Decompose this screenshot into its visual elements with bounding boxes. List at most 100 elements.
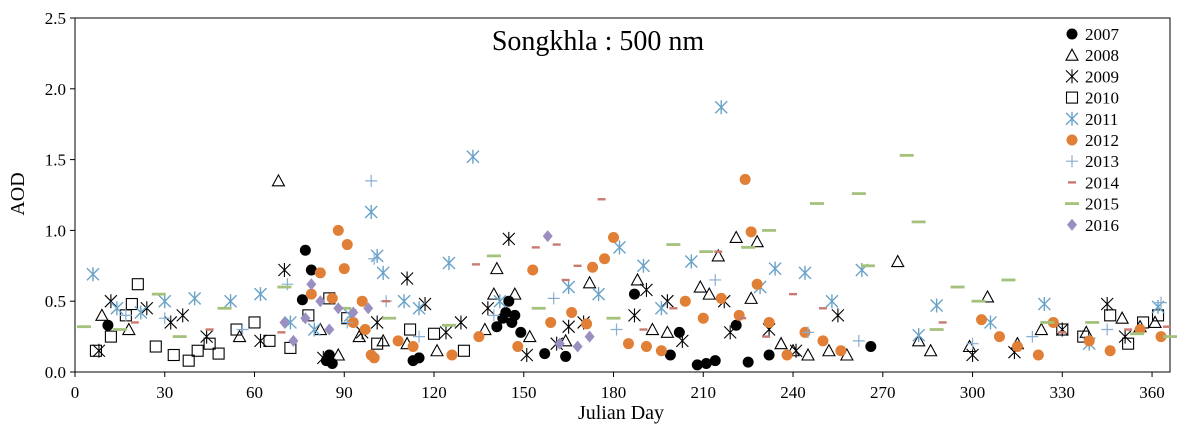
data-point	[164, 315, 178, 330]
data-point	[1163, 335, 1177, 338]
data-point	[489, 261, 504, 275]
data-point	[730, 319, 742, 331]
data-point	[702, 286, 717, 300]
data-point	[673, 326, 685, 338]
x-tick-label: 210	[691, 383, 717, 402]
data-point	[610, 323, 623, 336]
x-tick-label: 240	[780, 383, 806, 402]
data-point	[560, 350, 572, 362]
data-point	[277, 285, 292, 289]
data-point	[751, 278, 763, 290]
data-point	[789, 292, 798, 296]
data-point	[365, 174, 378, 187]
data-point	[527, 264, 539, 276]
data-point	[628, 288, 640, 300]
data-point	[762, 229, 777, 232]
data-point	[693, 279, 708, 293]
data-point	[359, 324, 371, 336]
data-point	[801, 326, 814, 339]
data-point	[316, 350, 330, 365]
data-point	[762, 335, 771, 338]
data-point	[130, 321, 139, 324]
data-point	[370, 248, 384, 263]
data-point	[675, 333, 689, 348]
axes: 0 30 60 90 120 150 180 210 240 270 300 330 360 0.0 0.5…	[45, 9, 1165, 402]
legend-marker	[1065, 91, 1079, 104]
series-2007	[102, 244, 877, 371]
data-point	[679, 295, 691, 307]
data-point	[1155, 296, 1168, 309]
data-point	[572, 340, 583, 353]
data-point	[825, 294, 839, 309]
series-2013	[119, 174, 1168, 350]
data-point	[711, 248, 726, 262]
data-point	[573, 264, 582, 267]
data-point	[104, 294, 118, 309]
data-point	[554, 337, 565, 350]
data-point	[277, 331, 286, 334]
data-point	[1101, 323, 1114, 336]
data-point	[151, 292, 166, 296]
data-point	[950, 285, 965, 289]
data-point	[660, 294, 674, 309]
data-point	[613, 240, 627, 255]
data-point	[587, 261, 599, 273]
data-point	[140, 301, 154, 316]
data-point	[430, 343, 444, 357]
data-points	[76, 100, 1177, 371]
data-point	[1130, 332, 1145, 336]
data-point	[348, 306, 359, 319]
data-point	[356, 295, 368, 307]
data-point	[400, 271, 414, 286]
data-point	[835, 345, 847, 357]
data-point	[923, 343, 938, 357]
data-point	[980, 289, 995, 303]
x-tick-label: 60	[246, 383, 263, 402]
data-point	[822, 343, 836, 357]
data-point	[376, 265, 390, 280]
legend-marker	[1066, 134, 1078, 146]
data-point	[1083, 335, 1095, 347]
series-2016	[279, 230, 595, 353]
data-point	[158, 294, 172, 309]
data-point	[427, 327, 441, 340]
data-point	[1104, 345, 1116, 357]
data-point	[801, 347, 815, 361]
legend-item-2008: 2008	[1065, 46, 1119, 65]
legend-item-2014: 2014	[1068, 173, 1120, 192]
data-point	[486, 286, 501, 300]
data-point	[76, 325, 91, 329]
data-point	[636, 258, 650, 273]
data-point	[562, 280, 576, 295]
legend-item-2011: 2011	[1065, 110, 1118, 129]
data-point	[809, 202, 824, 205]
data-point	[503, 295, 515, 307]
data-point	[714, 100, 728, 115]
data-point	[507, 286, 522, 300]
data-point	[188, 291, 202, 306]
data-point	[697, 312, 709, 324]
legend-label: 2012	[1085, 131, 1119, 150]
legend-marker	[1067, 218, 1077, 231]
data-point	[324, 323, 335, 336]
data-point	[457, 344, 470, 357]
data-point	[203, 337, 216, 350]
data-point	[149, 340, 162, 353]
data-point	[1148, 315, 1162, 328]
data-point	[299, 244, 311, 256]
series-2012	[305, 173, 1167, 364]
data-point	[341, 316, 354, 329]
data-point	[487, 309, 500, 322]
y-tick-label: 2.5	[45, 9, 66, 28]
series-2011	[86, 100, 1165, 351]
legend-label: 2011	[1085, 110, 1118, 129]
data-point	[911, 333, 926, 347]
data-point	[493, 294, 507, 309]
data-point	[744, 291, 759, 304]
data-point	[709, 273, 722, 286]
data-point	[1056, 323, 1069, 336]
data-point	[512, 341, 524, 353]
data-point	[306, 278, 317, 291]
x-tick-label: 150	[511, 383, 537, 402]
x-tick-label: 270	[870, 383, 896, 402]
